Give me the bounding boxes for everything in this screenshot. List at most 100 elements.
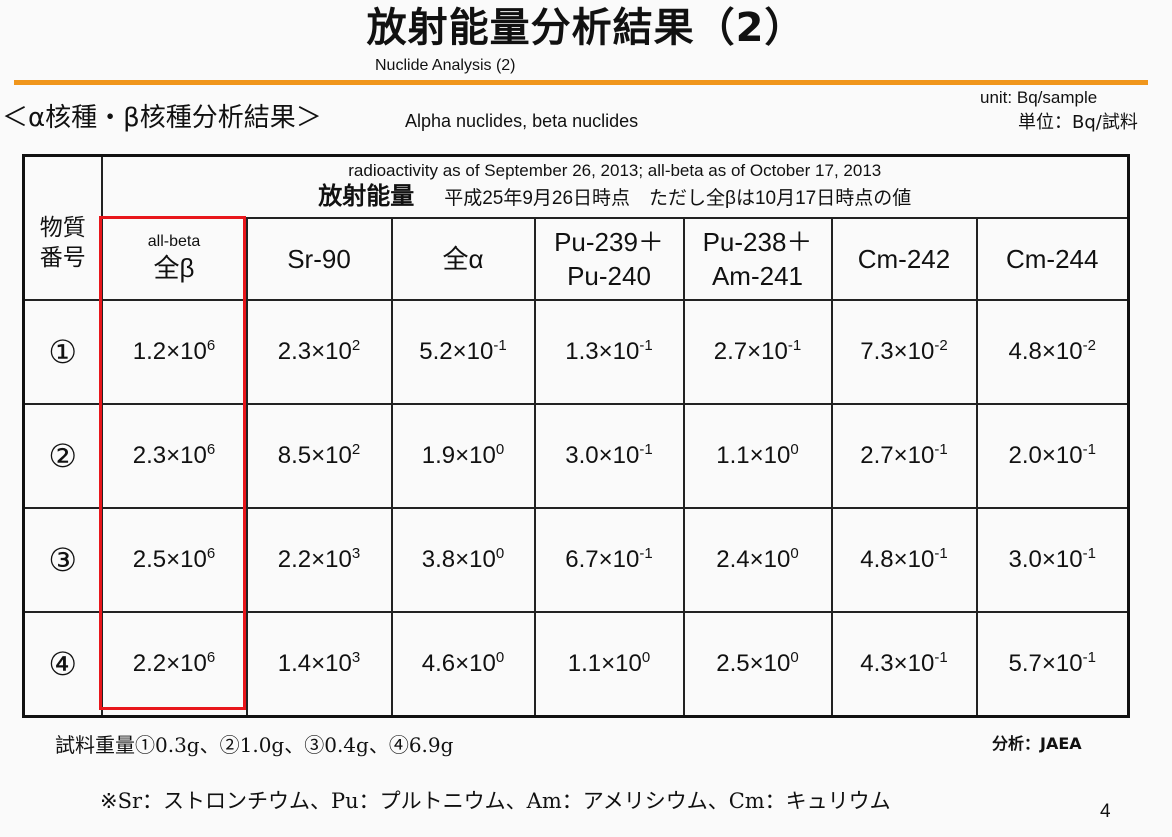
times-sign: × bbox=[1041, 650, 1056, 677]
times-sign: × bbox=[749, 546, 764, 573]
mantissa: 5.7 bbox=[1008, 650, 1042, 677]
base: 10 bbox=[907, 442, 935, 469]
times-sign: × bbox=[893, 442, 908, 469]
footnote: ※Sr：ストロンチウム、Pu：プルトニウム、Am：アメリシウム、Cm：キュリウム bbox=[100, 789, 891, 813]
base: 10 bbox=[763, 546, 791, 573]
analyst-label: 分析：JAEA bbox=[992, 734, 1082, 753]
exponent: 0 bbox=[495, 441, 505, 458]
exponent: 2 bbox=[351, 441, 361, 458]
base: 10 bbox=[469, 650, 496, 677]
orange-divider bbox=[14, 80, 1148, 85]
times-sign: × bbox=[455, 650, 470, 677]
row-header-text: 物質番号 bbox=[39, 215, 86, 271]
section-heading: ＜α核種・β核種分析結果＞ bbox=[2, 103, 322, 133]
activity-cell: 2.4×100 bbox=[682, 507, 833, 613]
activity-cell: 3.0×10-1 bbox=[975, 507, 1130, 613]
exponent: -1 bbox=[934, 649, 948, 666]
mantissa: 5.2 bbox=[419, 338, 453, 365]
activity-cell: 1.9×100 bbox=[390, 403, 536, 509]
exponent: 0 bbox=[790, 441, 799, 458]
activity-cell: 2.7×10-1 bbox=[830, 403, 978, 509]
exponent: 6 bbox=[206, 649, 216, 666]
column-header: Pu-239＋ Pu-240 bbox=[533, 217, 685, 301]
mantissa: 4.8 bbox=[860, 546, 894, 573]
exponent: 6 bbox=[206, 337, 216, 354]
column-header-en: all-beta bbox=[147, 233, 201, 250]
base: 10 bbox=[466, 338, 494, 365]
mantissa: 1.3 bbox=[565, 338, 599, 365]
slide-title: 放射能量分析結果（2） bbox=[366, 5, 806, 51]
times-sign: × bbox=[311, 442, 326, 469]
activity-cell: 2.2×106 bbox=[100, 611, 248, 718]
times-sign: × bbox=[166, 338, 181, 365]
base: 10 bbox=[1055, 546, 1083, 573]
exponent: -1 bbox=[787, 337, 802, 354]
mantissa: 6.7 bbox=[565, 546, 599, 573]
unit-label-jp: 単位：Bq/試料 bbox=[1018, 112, 1138, 133]
group-header-jp-title: 放射能量 bbox=[318, 183, 415, 210]
exponent: -1 bbox=[934, 441, 948, 458]
base: 10 bbox=[612, 442, 640, 469]
exponent: 0 bbox=[495, 545, 505, 562]
mantissa: 2.0 bbox=[1008, 442, 1042, 469]
exponent: -2 bbox=[1082, 337, 1096, 354]
column-header: Pu-238＋ Am-241 bbox=[682, 217, 833, 301]
base: 10 bbox=[1055, 338, 1083, 365]
exponent: -1 bbox=[1082, 545, 1096, 562]
activity-cell: 6.7×10-1 bbox=[533, 507, 685, 613]
activity-cell: 4.8×10-2 bbox=[975, 299, 1130, 405]
times-sign: × bbox=[166, 650, 181, 677]
mantissa: 4.6 bbox=[421, 650, 456, 677]
base: 10 bbox=[180, 338, 207, 365]
exponent: -1 bbox=[639, 441, 653, 458]
base: 10 bbox=[180, 650, 207, 677]
base: 10 bbox=[325, 546, 352, 573]
column-header-label: Sr-90 bbox=[287, 244, 351, 274]
activity-cell: 2.3×102 bbox=[245, 299, 393, 405]
column-header: 全α bbox=[390, 217, 536, 301]
times-sign: × bbox=[1041, 546, 1056, 573]
times-sign: × bbox=[749, 650, 764, 677]
mantissa: 1.1 bbox=[567, 650, 602, 677]
activity-cell: 1.2×106 bbox=[100, 299, 248, 405]
mantissa: 2.4 bbox=[716, 546, 750, 573]
base: 10 bbox=[469, 442, 496, 469]
base: 10 bbox=[180, 442, 207, 469]
slide-subtitle: Nuclide Analysis (2) bbox=[375, 57, 516, 74]
times-sign: × bbox=[1041, 442, 1056, 469]
column-header-label: Cm-242 bbox=[857, 244, 951, 274]
times-sign: × bbox=[893, 546, 908, 573]
activity-cell: 8.5×102 bbox=[245, 403, 393, 509]
mantissa: 4.3 bbox=[860, 650, 894, 677]
group-header-note: 平成25年9月26日時点 ただし全βは10月17日時点の値 bbox=[444, 188, 912, 209]
activity-cell: 2.0×10-1 bbox=[975, 403, 1130, 509]
exponent: -1 bbox=[493, 337, 507, 354]
column-header-label: 全β bbox=[153, 253, 195, 283]
group-header: radioactivity as of September 26, 2013; … bbox=[100, 154, 1130, 219]
base: 10 bbox=[615, 650, 642, 677]
mantissa: 2.5 bbox=[716, 650, 750, 677]
column-header: Cm-242 bbox=[830, 217, 978, 301]
mantissa: 1.4 bbox=[277, 650, 312, 677]
mantissa: 3.8 bbox=[421, 546, 456, 573]
activity-cell: 1.1×100 bbox=[533, 611, 685, 718]
unit-label-en: unit: Bq/sample bbox=[980, 88, 1098, 107]
times-sign: × bbox=[598, 546, 613, 573]
base: 10 bbox=[612, 338, 640, 365]
times-sign: × bbox=[452, 338, 467, 365]
times-sign: × bbox=[749, 442, 764, 469]
mantissa: 8.5 bbox=[277, 442, 312, 469]
group-header-jp: 放射能量 平成25年9月26日時点 ただし全βは10月17日時点の値 bbox=[103, 181, 1128, 213]
exponent: -2 bbox=[934, 337, 948, 354]
base: 10 bbox=[612, 546, 640, 573]
times-sign: × bbox=[166, 546, 181, 573]
times-sign: × bbox=[747, 338, 762, 365]
column-header-label: Cm-244 bbox=[1006, 244, 1099, 274]
column-header-label: Pu-238＋ bbox=[702, 227, 813, 257]
activity-cell: 4.8×10-1 bbox=[830, 507, 978, 613]
exponent: 0 bbox=[790, 545, 799, 562]
activity-cell: 7.3×10-2 bbox=[830, 299, 978, 405]
exponent: 3 bbox=[351, 545, 361, 562]
activity-cell: 3.0×10-1 bbox=[533, 403, 685, 509]
activity-cell: 4.6×100 bbox=[390, 611, 536, 718]
